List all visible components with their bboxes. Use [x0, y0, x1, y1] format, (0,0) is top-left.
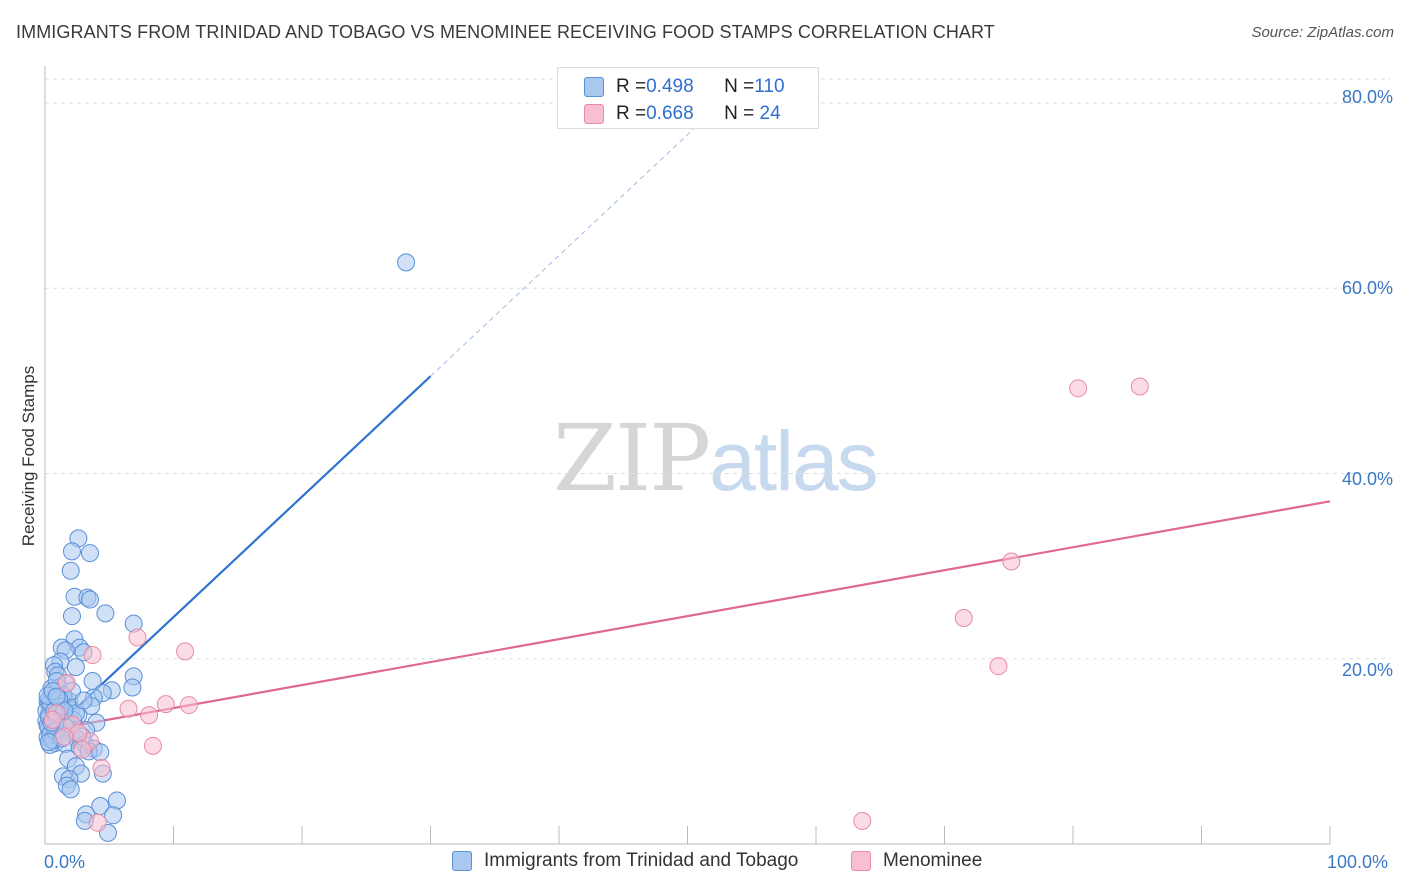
y-axis-label: Receiving Food Stamps: [19, 365, 38, 547]
legend-item-immigrants[interactable]: Immigrants from Trinidad and Tobago: [452, 850, 798, 872]
point-blue-107: [39, 733, 58, 752]
point-blue-9: [96, 604, 115, 623]
point-pink-4: [989, 657, 1008, 676]
n-value: 110: [754, 76, 785, 97]
trendline-blue: [44, 375, 432, 739]
legend-label: Menominee: [883, 850, 983, 871]
trendlines: [44, 98, 1331, 739]
trendline-pink: [44, 500, 1331, 733]
point-pink-0: [1069, 379, 1088, 398]
blue-swatch-icon: [452, 851, 472, 871]
point-blue-8: [62, 607, 81, 626]
data-points: [37, 253, 1149, 842]
point-blue-73: [104, 806, 123, 825]
legend-label: Immigrants from Trinidad and Tobago: [484, 850, 799, 871]
point-blue-18: [66, 658, 85, 677]
point-blue-0: [397, 253, 416, 272]
r-label: R =: [616, 76, 647, 97]
point-blue-26: [123, 678, 142, 697]
watermark-atlas: atlas: [709, 414, 878, 508]
x-tick-label-0: 0.0%: [44, 852, 86, 872]
chart-title: IMMIGRANTS FROM TRINIDAD AND TOBAGO VS M…: [16, 22, 995, 42]
point-blue-109: [47, 687, 66, 706]
point-pink-2: [1002, 552, 1021, 571]
point-pink-9: [156, 695, 175, 714]
point-pink-16: [853, 811, 872, 830]
y-tick-label-40: 40.0%: [1341, 469, 1393, 489]
trendline-extension-blue: [430, 98, 727, 377]
correlation-legend: R = 0.498 N = 110 R = 0.668 N = 24: [557, 67, 819, 129]
point-pink-1: [1130, 377, 1149, 396]
point-pink-3: [954, 609, 973, 628]
point-pink-7: [83, 646, 102, 665]
point-pink-14: [143, 736, 162, 755]
point-pink-6: [176, 642, 195, 661]
point-blue-2: [62, 542, 81, 561]
point-pink-18: [57, 673, 76, 692]
y-tick-label-80: 80.0%: [1341, 87, 1393, 107]
point-pink-8: [179, 696, 198, 715]
point-pink-11: [119, 699, 138, 718]
source-credit: Source: ZipAtlas.com: [1251, 24, 1394, 41]
stats-row-pink: R = 0.668 N = 24: [584, 102, 781, 126]
legend-item-menominee[interactable]: Menominee: [851, 850, 982, 872]
stats-row-blue: R = 0.498 N = 110: [584, 75, 785, 99]
point-pink-21: [55, 727, 74, 746]
point-blue-3: [80, 544, 99, 563]
point-pink-22: [43, 710, 62, 729]
n-label: N =: [724, 103, 755, 124]
point-pink-17: [88, 813, 107, 832]
point-blue-4: [61, 561, 80, 580]
pink-swatch-icon: [584, 104, 604, 124]
point-pink-15: [92, 759, 111, 778]
r-label: R =: [616, 103, 647, 124]
blue-swatch-icon: [584, 77, 604, 97]
x-tick-label-100: 100.0%: [1327, 852, 1389, 872]
point-blue-70: [107, 791, 126, 810]
point-pink-23: [73, 740, 92, 759]
n-label: N =: [724, 76, 755, 97]
gridlines: [45, 78, 1390, 660]
point-pink-5: [128, 628, 147, 647]
pink-swatch-icon: [851, 851, 871, 871]
n-value: 24: [754, 103, 781, 124]
y-tick-label-20: 20.0%: [1341, 660, 1393, 680]
point-blue-7: [80, 590, 99, 609]
point-pink-10: [140, 706, 159, 725]
watermark: ZIPatlas: [553, 405, 879, 512]
axes: [44, 66, 1331, 845]
point-blue-69: [61, 780, 80, 799]
y-tick-label-60: 60.0%: [1341, 278, 1393, 298]
r-value: 0.668: [646, 103, 694, 124]
point-blue-104: [74, 691, 93, 710]
watermark-zip: ZIP: [553, 405, 711, 512]
r-value: 0.498: [646, 76, 694, 97]
series-legend: Immigrants from Trinidad and Tobago Meno…: [0, 850, 1406, 880]
